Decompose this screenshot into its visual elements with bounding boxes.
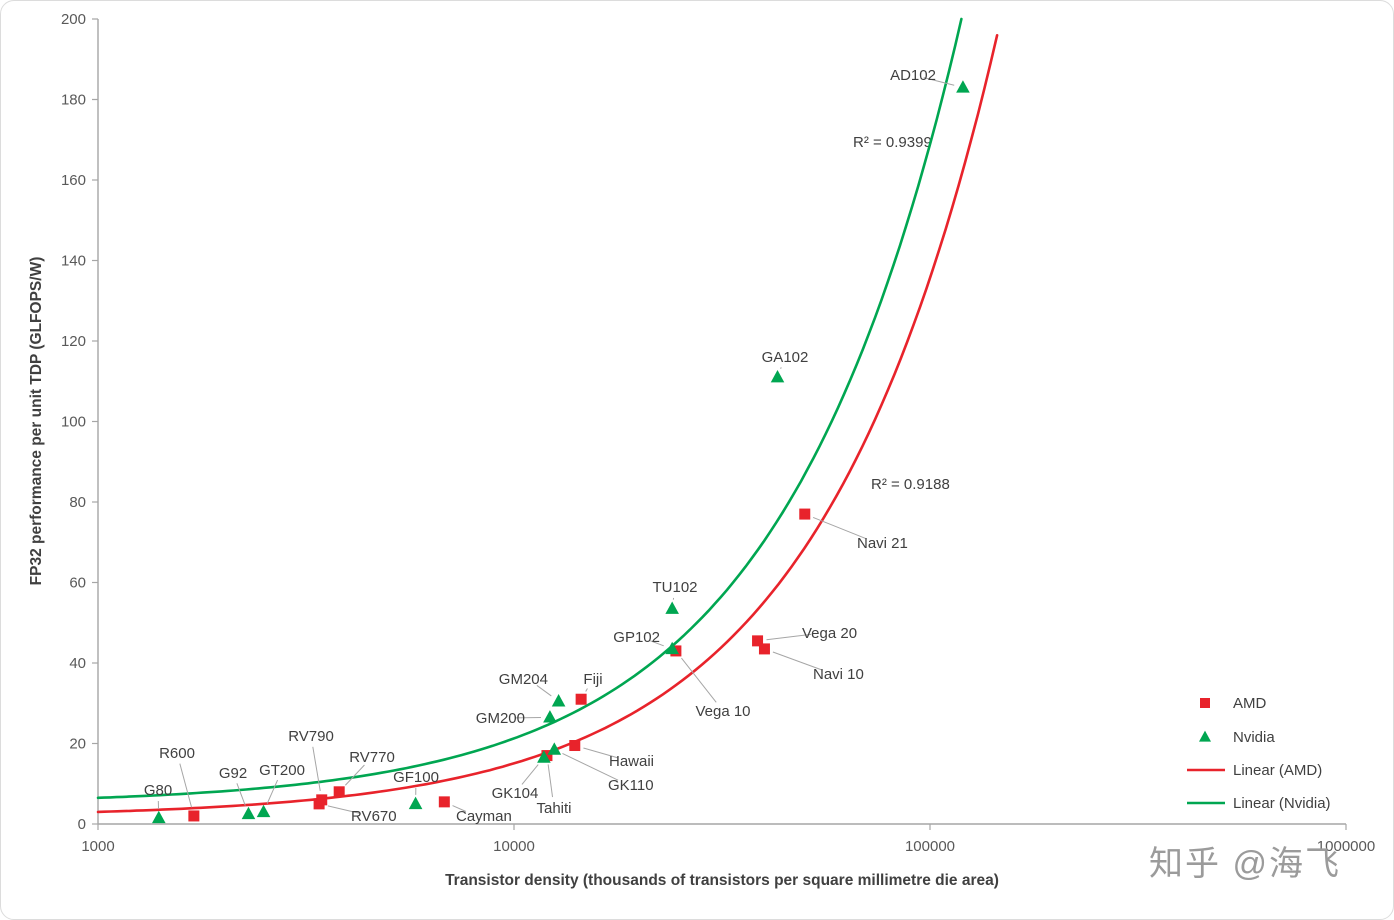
legend-label: AMD (1233, 695, 1267, 712)
leader-line (179, 763, 193, 808)
point-label: Vega 20 (802, 625, 857, 642)
nvidia-point-gk110 (547, 742, 562, 755)
nvidia-point-gm204 (551, 694, 566, 707)
nvidia-point-gk104 (537, 750, 551, 763)
leader-line (521, 764, 539, 785)
x-tick-label: 1000000 (1317, 838, 1375, 855)
trendline-linear-amd- (96, 34, 999, 814)
nvidia-point-gf100 (408, 796, 423, 810)
amd-point-rv790 (316, 794, 328, 806)
amd-point-tahiti (541, 750, 553, 762)
leader-line (650, 640, 664, 647)
leader-line (312, 746, 321, 792)
y-tick-label: 160 (61, 172, 86, 189)
point-label: Tahiti (536, 800, 571, 817)
leader-line (812, 516, 867, 540)
amd-point-vega-20 (752, 635, 764, 647)
nvidia-point-ad102 (956, 80, 970, 93)
data-points: R600 RV670 RV790 RV770 Cayman Tahiti Hawaii Fij… (144, 67, 970, 825)
point-label: Cayman (456, 808, 512, 825)
point-label: R600 (159, 745, 195, 762)
nvidia-point-tu102 (665, 601, 679, 614)
amd-point-fiji (575, 693, 587, 705)
point-label: GP102 (613, 629, 660, 646)
trendline-linear-nvidia- (96, 17, 963, 800)
point-label: Fiji (583, 671, 602, 688)
legend-label: Nvidia (1233, 729, 1275, 746)
y-tick-label: 80 (69, 494, 86, 511)
x-tick-label: 100000 (905, 838, 955, 855)
point-label: Hawaii (609, 753, 654, 770)
point-label: GT200 (259, 762, 305, 779)
leader-line (766, 633, 812, 641)
y-tick-label: 200 (61, 11, 86, 28)
legend: AMD Nvidia Linear (AMD) Linear (Nvidia) (1187, 695, 1331, 812)
nvidia-point-g92 (241, 806, 256, 820)
amd-point-navi-21 (799, 508, 811, 520)
y-tick-label: 120 (61, 333, 86, 350)
point-label: GM204 (499, 671, 548, 688)
leader-line (345, 764, 365, 786)
leader-line (266, 779, 279, 804)
point-label: G80 (144, 782, 172, 799)
leader-line (583, 747, 619, 759)
y-tick-label: 20 (69, 736, 86, 753)
nvidia-point-ga102 (770, 370, 785, 383)
y-axis-title: FP32 performance per unit TDP (GLFOPS/W) (28, 257, 45, 586)
amd-point-navi-10 (758, 643, 770, 655)
amd-point-hawaii (569, 740, 581, 752)
amd-point-r600 (188, 810, 200, 822)
x-axis-title: Transistor density (thousands of transis… (445, 872, 999, 889)
y-tick-label: 40 (69, 655, 86, 672)
leader-line (923, 77, 955, 86)
legend-marker-square (1200, 698, 1210, 708)
point-label: G92 (219, 765, 247, 782)
point-label: GK110 (608, 777, 654, 794)
leader-line (536, 685, 552, 697)
point-label: RV670 (351, 808, 397, 825)
y-tick-label: 60 (69, 575, 86, 592)
point-label: GM200 (476, 710, 525, 727)
y-tick-label: 180 (61, 92, 86, 109)
leader-line (236, 783, 246, 806)
x-tick-label: 10000 (493, 838, 535, 855)
y-tick-label: 100 (61, 414, 86, 431)
legend-label: Linear (AMD) (1233, 762, 1322, 779)
leader-line (547, 764, 554, 798)
legend-label: Linear (Nvidia) (1233, 795, 1331, 812)
leader-line (585, 688, 588, 692)
leader-line (780, 367, 782, 369)
amd-point-cayman (438, 796, 450, 808)
nvidia-point-gp102 (665, 641, 679, 655)
x-tick-label: 1000 (81, 838, 114, 855)
leader-line (681, 657, 717, 703)
y-tick-label: 140 (61, 253, 86, 270)
amd-point-rv770 (333, 786, 345, 798)
leader-line (772, 651, 823, 671)
point-label: Navi 10 (813, 666, 864, 683)
point-label: Vega 10 (695, 703, 750, 720)
point-label: RV770 (349, 749, 395, 766)
r2-annotation-amd: R² = 0.9188 (871, 476, 950, 493)
leader-line (327, 805, 361, 814)
leader-line (562, 752, 619, 781)
point-label: TU102 (652, 579, 697, 596)
point-label: RV790 (288, 728, 334, 745)
point-label: GF100 (393, 769, 439, 786)
nvidia-point-g80 (151, 810, 166, 824)
leader-line (452, 805, 467, 812)
axes: 0 20 40 60 80 100 120 140 160 180 200 1000 10000 1000… (61, 11, 1375, 855)
nvidia-point-gm200 (543, 710, 557, 723)
nvidia-point-gt200 (256, 804, 271, 818)
point-label: GK104 (492, 785, 539, 802)
point-label: AD102 (890, 67, 936, 84)
y-tick-label: 0 (78, 816, 86, 833)
r2-annotation-nvidia: R² = 0.9399 (853, 134, 932, 151)
point-label: GA102 (762, 349, 809, 366)
point-label: Navi 21 (857, 535, 908, 552)
legend-marker-triangle (1199, 730, 1211, 742)
